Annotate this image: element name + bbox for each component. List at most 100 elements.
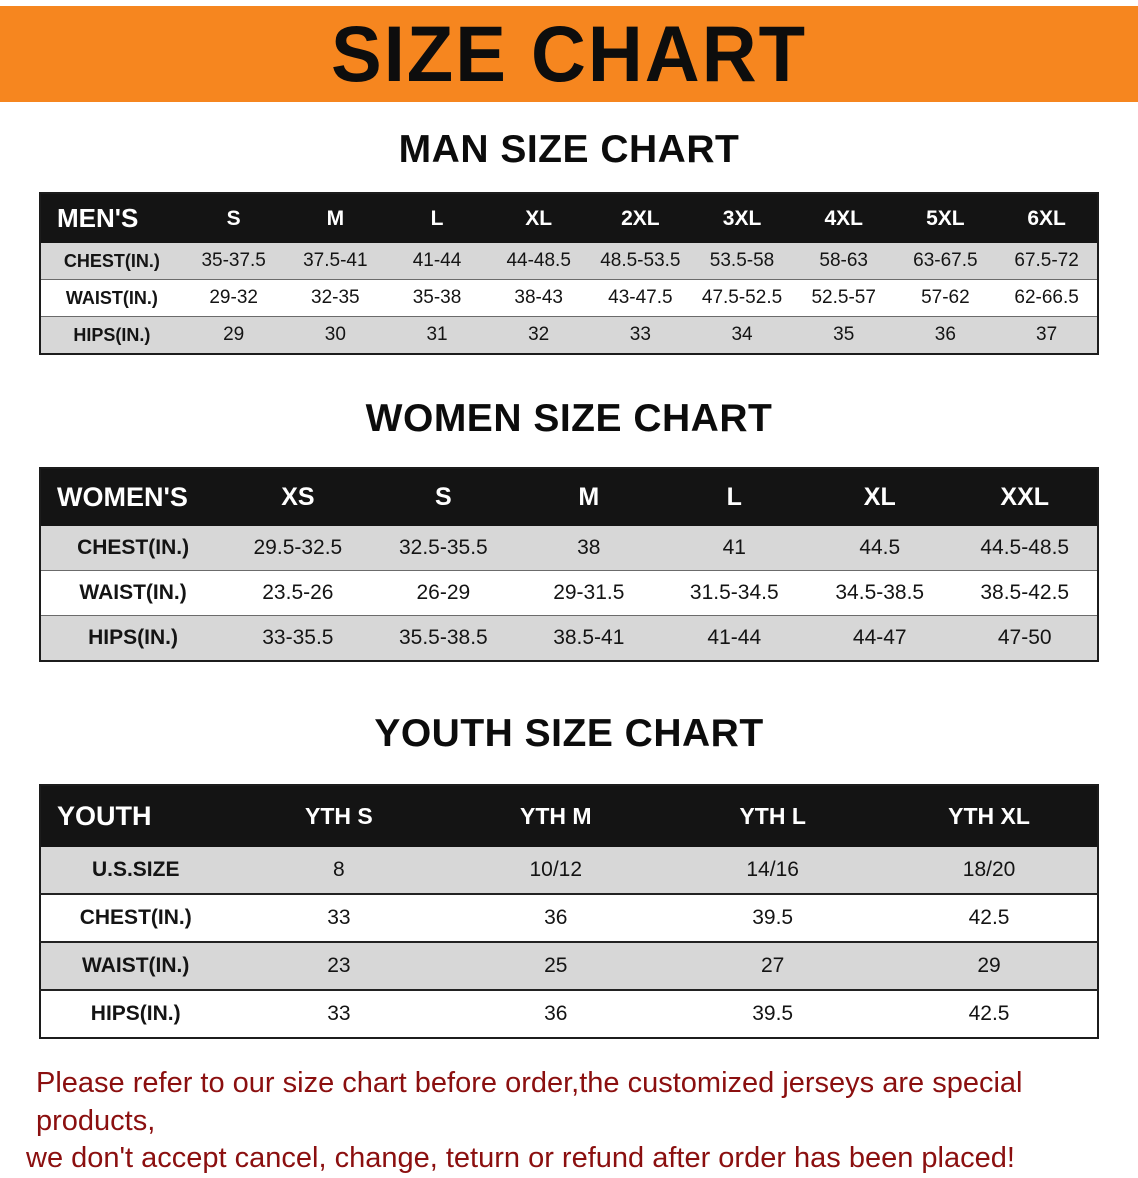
table-row: CHEST(IN.) 29.5-32.5 32.5-35.5 38 41 44.5 44.5… — [40, 526, 1098, 571]
value-cell: 30 — [324, 324, 346, 345]
row-label-cell: HIPS(IN.) — [73, 324, 151, 345]
table-row: U.S.SIZE 8 10/12 14/16 18/20 — [40, 847, 1098, 894]
value-cell: 36 — [934, 324, 956, 345]
size-header-cell: M — [516, 468, 662, 526]
size-header-cell: XXL — [952, 468, 1098, 526]
value-cell: 62-66.5 — [1014, 287, 1079, 308]
value-cell: 53.5-58 — [709, 250, 775, 271]
youth-size-table: YOUTH YTH S YTH M YTH L YTH XL U.S.SIZE 8 10/12… — [39, 784, 1099, 1039]
value-cell: 44-47 — [852, 626, 907, 649]
row-label-cell: CHEST(IN.) — [63, 250, 160, 271]
value-cell: 33-35.5 — [262, 626, 334, 649]
row-label-cell: CHEST(IN.) — [79, 906, 192, 929]
value-cell: 41-44 — [412, 250, 462, 271]
value-cell: 35 — [833, 324, 855, 345]
value-cell: 33 — [327, 906, 351, 929]
value-cell: 63-67.5 — [913, 250, 978, 271]
row-label-cell: WAIST(IN.) — [82, 954, 190, 977]
table-row: HIPS(IN.) 33 36 39.5 42.5 — [40, 990, 1098, 1038]
size-header-cell: YTH S — [230, 785, 448, 847]
value-cell: 34.5-38.5 — [835, 581, 925, 604]
table-row: WAIST(IN.) 29-32 32-35 35-38 38-43 43-47.5 47.… — [40, 279, 1098, 317]
size-header-cell: XS — [225, 468, 371, 526]
value-cell: 58-63 — [819, 250, 868, 271]
value-cell: 29.5-32.5 — [253, 536, 343, 559]
value-cell: 38.5-41 — [553, 626, 625, 649]
value-cell: 38 — [577, 536, 601, 559]
page-title: SIZE CHART — [331, 9, 807, 99]
size-header-cell: L — [661, 468, 808, 526]
value-cell: 31 — [426, 324, 448, 345]
value-cell: 57-62 — [921, 287, 970, 308]
footer-note-line-2: we don't accept cancel, change, teturn o… — [26, 1142, 1015, 1175]
value-cell: 44-48.5 — [506, 250, 571, 271]
value-cell: 29-31.5 — [553, 581, 625, 604]
value-cell: 44.5 — [859, 536, 901, 559]
value-cell: 35.5-38.5 — [398, 626, 488, 649]
women-section-title: WOMEN SIZE CHART — [365, 397, 773, 440]
value-cell: 36 — [544, 906, 568, 929]
value-cell: 48.5-53.5 — [600, 250, 681, 271]
value-cell: 52.5-57 — [811, 287, 876, 308]
value-cell: 10/12 — [529, 858, 583, 881]
youth-section-title: YOUTH SIZE CHART — [374, 712, 764, 755]
table-row: WAIST(IN.) 23.5-26 26-29 29-31.5 31.5-34.5 34… — [40, 570, 1098, 616]
size-header-cell: L — [386, 193, 488, 243]
value-cell: 43-47.5 — [608, 287, 673, 308]
value-cell: 47-50 — [997, 626, 1052, 649]
row-label-cell: WAIST(IN.) — [65, 287, 158, 308]
value-cell: 35-37.5 — [201, 250, 266, 271]
value-cell: 29 — [977, 954, 1001, 977]
value-cell: 37 — [1036, 324, 1058, 345]
value-cell: 18/20 — [962, 858, 1016, 881]
value-cell: 23 — [327, 954, 351, 977]
value-cell: 38-43 — [514, 287, 563, 308]
value-cell: 31.5-34.5 — [689, 581, 779, 604]
size-header-cell: 6XL — [996, 193, 1098, 243]
size-header-cell: YTH L — [664, 785, 882, 847]
value-cell: 42.5 — [968, 1002, 1010, 1025]
table-title-cell: MEN'S — [40, 193, 183, 243]
value-cell: 36 — [544, 1002, 568, 1025]
size-header-cell: M — [284, 193, 387, 243]
value-cell: 33 — [629, 324, 651, 345]
value-cell: 38.5-42.5 — [980, 581, 1070, 604]
size-header-cell: YTH M — [447, 785, 665, 847]
value-cell: 39.5 — [752, 906, 794, 929]
table-row: CHEST(IN.) 33 36 39.5 42.5 — [40, 894, 1098, 942]
size-header-cell: XL — [807, 468, 953, 526]
value-cell: 32 — [528, 324, 550, 345]
value-cell: 14/16 — [746, 858, 799, 881]
value-cell: 8 — [333, 858, 345, 881]
table-title-cell: WOMEN'S — [40, 468, 226, 526]
table-header-row: MEN'S S M L XL 2XL 3XL 4XL 5XL 6XL — [40, 193, 1098, 243]
size-header-cell: XL — [487, 193, 590, 243]
table-title-cell: YOUTH — [40, 785, 231, 847]
men-section-title: MAN SIZE CHART — [398, 128, 740, 171]
value-cell: 26-29 — [416, 581, 471, 604]
table-row: CHEST(IN.) 35-37.5 37.5-41 41-44 44-48.5 48.5… — [40, 243, 1098, 280]
table-row: HIPS(IN.) 29 30 31 32 33 34 35 36 37 — [40, 316, 1098, 354]
value-cell: 32.5-35.5 — [398, 536, 488, 559]
size-chart-banner: SIZE CHART — [0, 6, 1138, 102]
value-cell: 41 — [722, 536, 746, 559]
row-label-cell: HIPS(IN.) — [88, 626, 178, 649]
table-row: HIPS(IN.) 33-35.5 35.5-38.5 38.5-41 41-44 44-… — [40, 615, 1098, 661]
row-label-cell: WAIST(IN.) — [79, 581, 187, 604]
value-cell: 29 — [223, 324, 245, 345]
footer-note: Please refer to our size chart before or… — [26, 1065, 1108, 1178]
value-cell: 42.5 — [968, 906, 1010, 929]
table-header-row: WOMEN'S XS S M L XL XXL — [40, 468, 1098, 526]
size-header-cell: YTH XL — [881, 785, 1098, 847]
value-cell: 34 — [731, 324, 753, 345]
value-cell: 32-35 — [311, 287, 360, 308]
value-cell: 44.5-48.5 — [980, 536, 1070, 559]
size-header-cell: S — [182, 193, 285, 243]
size-header-cell: 4XL — [792, 193, 895, 243]
value-cell: 23.5-26 — [262, 581, 334, 604]
value-cell: 29-32 — [209, 287, 258, 308]
women-size-table: WOMEN'S XS S M L XL XXL CHEST(IN.) 29.5-32.5 32.5… — [39, 467, 1099, 662]
value-cell: 27 — [760, 954, 785, 977]
value-cell: 47.5-52.5 — [701, 287, 783, 308]
size-header-cell: 2XL — [589, 193, 692, 243]
